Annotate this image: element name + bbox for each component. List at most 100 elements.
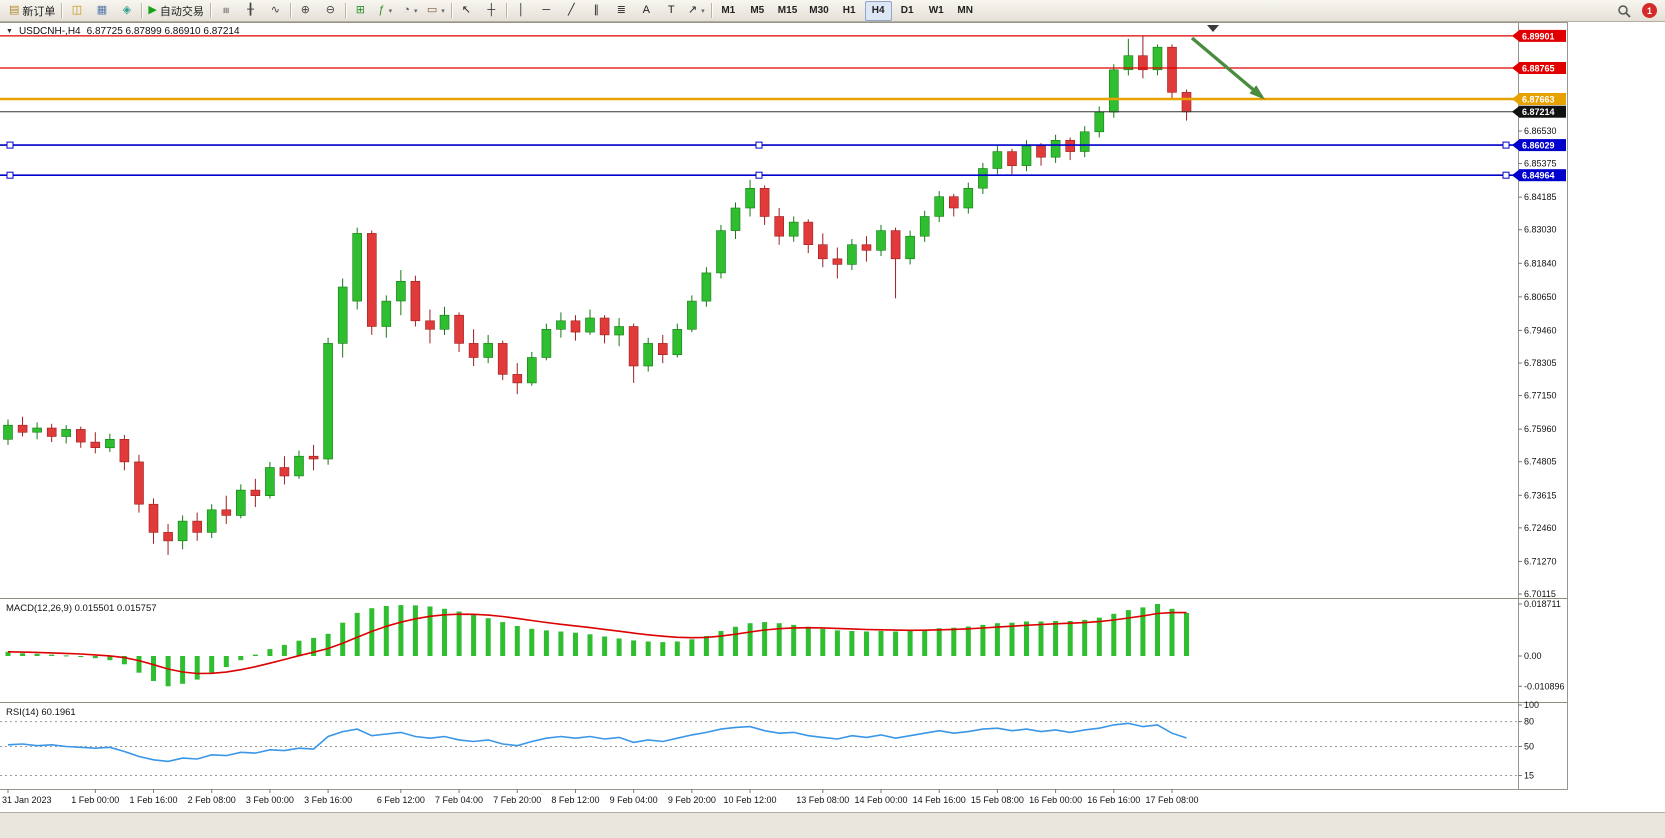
chart-title: ▼ USDCNH-,H4 6.87725 6.87899 6.86910 6.8… [6, 26, 240, 37]
bar-chart-button[interactable]: ≡ [214, 1, 237, 21]
navigator-icon: ◈ [122, 4, 132, 16]
tile-windows-button[interactable]: ⊞ [349, 1, 372, 21]
support-line[interactable]: 6.84964 [0, 169, 1566, 182]
toolbar-group: ⊞ ƒ ▾ ◔ ▾ ▭ ▾ [346, 1, 451, 21]
dropdown-caret-icon[interactable]: ▾ [441, 7, 445, 15]
text-button[interactable]: A [635, 1, 658, 21]
crosshair-button[interactable]: ┼ [480, 1, 503, 21]
chart-shift-marker-icon[interactable] [1207, 25, 1219, 32]
timeframe-m1-button[interactable]: M1 [721, 5, 736, 16]
new-order-button[interactable]: ▤ 新订单 [6, 1, 58, 21]
svg-text:6.77150: 6.77150 [1524, 391, 1557, 401]
channel-button[interactable]: ∥ [585, 1, 608, 21]
time-axis[interactable]: 31 Jan 2023 1 Feb 00:00 1 Feb 16:00 2 Feb 0… [2, 789, 1199, 805]
svg-text:2 Feb 08:00: 2 Feb 08:00 [188, 795, 236, 805]
timeframe-m15-button[interactable]: M15 [777, 5, 798, 16]
trendline-icon: ╱ [567, 4, 575, 16]
price-tag: 6.84964 [1512, 169, 1566, 182]
timeframe-m30-button[interactable]: M30 [809, 5, 829, 16]
svg-text:10 Feb 12:00: 10 Feb 12:00 [724, 795, 777, 805]
svg-text:80: 80 [1524, 717, 1534, 727]
fibonacci-icon: ≣ [616, 4, 626, 16]
horizontal-line-button[interactable]: ─ [535, 1, 558, 21]
templates-button[interactable]: ▭ ▾ [424, 1, 448, 21]
svg-text:7 Feb 04:00: 7 Feb 04:00 [435, 795, 483, 805]
timeframe-d1-button[interactable]: D1 [900, 5, 914, 16]
toolbar-separator [450, 3, 452, 18]
timeframe-mn-button[interactable]: MN [957, 5, 973, 16]
svg-text:-0.010896: -0.010896 [1524, 681, 1565, 691]
svg-text:6.87663: 6.87663 [1522, 95, 1555, 105]
navigator-button[interactable]: ◈ [115, 1, 138, 21]
data-window-button[interactable]: ▦ [90, 1, 113, 21]
trendline-button[interactable]: ╱ [560, 1, 583, 21]
dropdown-caret-icon[interactable]: ▾ [388, 7, 393, 15]
timeframe-w1-button[interactable]: W1 [928, 5, 944, 16]
candlestick-chart-icon: ╂ [247, 4, 254, 16]
one-click-trading-icon[interactable]: ▼ [6, 28, 13, 35]
candlesticks [3, 35, 1192, 555]
resistance-line: 6.88765 [0, 62, 1566, 74]
zoom-in-button[interactable]: ⊕ [294, 1, 317, 21]
timeframe-m5-button[interactable]: M5 [750, 5, 765, 16]
toolbar-group: ◫ ▦ ◈ [62, 1, 141, 21]
svg-text:6.70115: 6.70115 [1524, 589, 1556, 599]
toolbar-separator [710, 3, 712, 18]
arrows-icon: ↗ [687, 4, 698, 16]
panel-separators[interactable] [0, 598, 1568, 703]
text-icon: A [642, 4, 650, 16]
svg-text:6 Feb 12:00: 6 Feb 12:00 [377, 795, 425, 805]
support-line[interactable]: 6.86029 [0, 139, 1566, 152]
rsi-label: RSI(14) 60.1961 [6, 707, 76, 718]
vertical-line-button[interactable]: │ [510, 1, 533, 21]
zoom-out-button[interactable]: ⊖ [319, 1, 342, 21]
svg-text:6.73615: 6.73615 [1524, 490, 1557, 500]
toolbar: ▤ 新订单 ◫ ▦ ◈ ▶ 自动交易 ≡ ╂ ∿ ⊕ ⊖ ⊞ ƒ ▾ ◔ ▾ ▭ ▾ ↖ ┼ │ ─ ╱ ∥ ≣ A T ↗ ▾ M1 M5 M… [0, 0, 1665, 22]
svg-text:6.85375: 6.85375 [1524, 159, 1557, 169]
zoom-in-icon: ⊕ [300, 4, 310, 16]
toolbar-separator [209, 3, 211, 18]
notification-badge[interactable]: 1 [1642, 3, 1657, 18]
svg-text:16 Feb 16:00: 16 Feb 16:00 [1087, 795, 1140, 805]
svg-text:6.81840: 6.81840 [1524, 258, 1557, 268]
autotrade-button[interactable]: ▶ 自动交易 [145, 1, 206, 21]
search-button[interactable] [1612, 1, 1635, 21]
chart-area: 6.86530 6.85375 6.84185 6.83030 6.81840 6.806… [0, 22, 1665, 812]
macd-signal-line [7, 611, 1187, 675]
price-chart[interactable]: 6.86530 6.85375 6.84185 6.83030 6.81840 6.806… [0, 22, 1665, 812]
svg-text:16 Feb 00:00: 16 Feb 00:00 [1029, 795, 1082, 805]
fibonacci-button[interactable]: ≣ [610, 1, 633, 21]
price-axis[interactable]: 6.86530 6.85375 6.84185 6.83030 6.81840 6.806… [1518, 126, 1557, 599]
search-icon [1617, 4, 1631, 18]
label-button[interactable]: T [660, 1, 683, 21]
market-watch-button[interactable]: ◫ [65, 1, 88, 21]
trend-arrow-annotation[interactable] [1190, 36, 1266, 100]
bid-line: 6.87214 [0, 105, 1566, 118]
svg-text:15: 15 [1524, 771, 1534, 781]
timeframe-h1-button[interactable]: H1 [842, 5, 856, 16]
line-chart-button[interactable]: ∿ [264, 1, 287, 21]
dropdown-caret-icon[interactable]: ▾ [413, 7, 418, 15]
toolbar-group: ≡ ╂ ∿ [211, 1, 290, 21]
svg-text:6.74805: 6.74805 [1524, 457, 1557, 467]
svg-text:6.80650: 6.80650 [1524, 292, 1557, 302]
svg-text:0.018711: 0.018711 [1524, 599, 1561, 609]
arrows-button[interactable]: ↗ ▾ [685, 1, 708, 21]
svg-text:6.79460: 6.79460 [1524, 325, 1557, 335]
dropdown-caret-icon[interactable]: ▾ [701, 7, 705, 15]
toolbar-group: │ ─ ╱ ∥ ≣ A T ↗ ▾ [507, 1, 711, 21]
market-watch-icon: ◫ [71, 4, 83, 16]
periods-button[interactable]: ◔ ▾ [399, 1, 422, 21]
svg-text:6.86530: 6.86530 [1524, 126, 1557, 136]
svg-text:14 Feb 16:00: 14 Feb 16:00 [913, 795, 966, 805]
price-tag: 6.88765 [1512, 62, 1566, 74]
cursor-button[interactable]: ↖ [455, 1, 478, 21]
candlestick-chart-button[interactable]: ╂ [239, 1, 262, 21]
svg-text:31 Jan 2023: 31 Jan 2023 [2, 795, 52, 805]
svg-text:50: 50 [1524, 742, 1534, 752]
price-tag: 6.86029 [1512, 139, 1566, 152]
price-tag: 6.87214 [1512, 105, 1566, 118]
panel-borders [0, 22, 1568, 790]
timeframe-h4-button[interactable]: H4 [864, 0, 892, 21]
indicators-button[interactable]: ƒ ▾ [374, 1, 397, 21]
